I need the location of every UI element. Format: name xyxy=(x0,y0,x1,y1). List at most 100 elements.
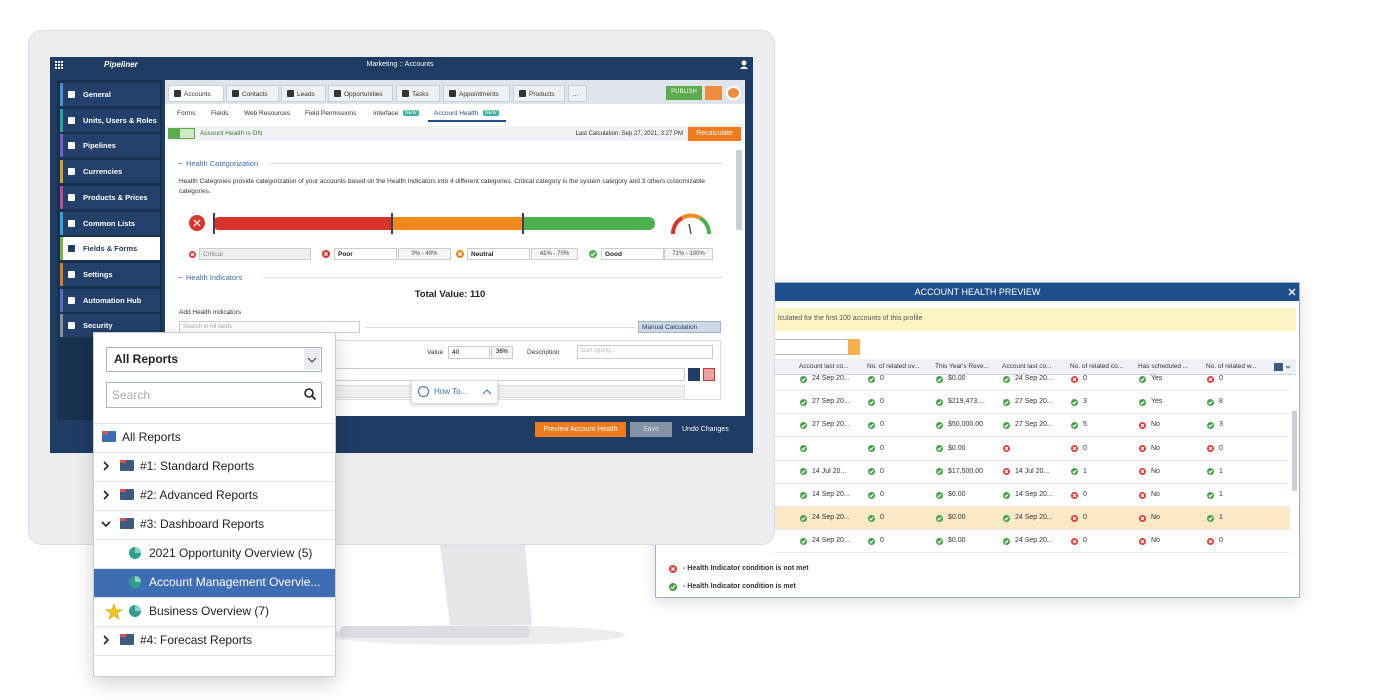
tree-label: #3: Dashboard Reports xyxy=(140,517,265,531)
status-icon xyxy=(1206,514,1214,522)
status-icon xyxy=(1206,421,1214,429)
search-input[interactable] xyxy=(106,382,322,408)
tree-label: #1: Standard Reports xyxy=(140,459,255,473)
delete-button[interactable] xyxy=(703,368,715,381)
category-name-box[interactable] xyxy=(199,248,311,260)
sidebar-item[interactable] xyxy=(60,314,160,338)
undo-icon-button[interactable] xyxy=(705,86,722,100)
category-name-box[interactable] xyxy=(334,248,397,260)
how-to-box[interactable] xyxy=(411,380,498,404)
subtab-label[interactable]: Web Resources xyxy=(244,110,291,117)
tab[interactable] xyxy=(443,85,510,102)
preview-button[interactable] xyxy=(535,422,626,437)
sidebar-item[interactable] xyxy=(60,108,160,132)
report-selector[interactable] xyxy=(106,347,322,372)
sidebar-label: Settings xyxy=(83,269,113,279)
status-icon xyxy=(1206,537,1214,545)
tree-label: #4: Forecast Reports xyxy=(140,633,253,647)
preview-window: ACCOUNT HEALTH PREVIEW lculated for the f… xyxy=(655,282,1300,598)
tab[interactable] xyxy=(396,85,440,102)
subtab-label[interactable]: Interface xyxy=(373,110,399,117)
status-icon xyxy=(1070,491,1078,499)
undo-label[interactable]: Undo Changes xyxy=(682,426,729,433)
cell-text: 0 xyxy=(880,444,884,452)
cell-text: 0 xyxy=(880,467,884,475)
sidebar-item[interactable] xyxy=(60,134,160,158)
tree-row[interactable] xyxy=(94,510,335,539)
publish-button[interactable] xyxy=(666,86,702,100)
tree-row[interactable] xyxy=(94,452,335,481)
cell-text: No xyxy=(1151,421,1160,429)
value-box[interactable] xyxy=(448,346,490,359)
cell-text: $0.00 xyxy=(948,375,966,382)
help-icon-button[interactable] xyxy=(726,86,741,100)
field-dropdown[interactable] xyxy=(330,368,685,381)
subtab-label[interactable]: Forms xyxy=(177,110,196,117)
category-range-box xyxy=(664,248,713,260)
dropdown-caret xyxy=(848,339,860,355)
cell-text: 0 xyxy=(1219,444,1223,452)
category-name-box[interactable] xyxy=(467,248,530,260)
folder-icon xyxy=(120,518,134,529)
cell-text: 14 Jul 20... xyxy=(1015,467,1050,475)
manual-button[interactable] xyxy=(638,321,721,333)
recalculate-label: Recalculate xyxy=(696,130,733,137)
sidebar-item[interactable] xyxy=(60,262,160,286)
status-icon xyxy=(1070,537,1078,545)
bar-divider xyxy=(522,213,524,234)
description: Health Categories provide categorization… xyxy=(179,178,705,195)
tree-row[interactable] xyxy=(94,481,335,510)
row-divider xyxy=(774,436,1290,438)
sidebar-item[interactable] xyxy=(60,185,160,209)
tab[interactable] xyxy=(568,85,587,102)
folder-icon xyxy=(102,431,116,442)
status-icon xyxy=(188,250,196,258)
tab[interactable] xyxy=(226,85,279,102)
status-icon xyxy=(1070,398,1078,406)
bar-orange xyxy=(392,217,523,230)
tree-row[interactable] xyxy=(94,423,335,452)
sidebar-label: General xyxy=(83,90,111,99)
status-icon xyxy=(935,514,943,522)
recalculate-button[interactable] xyxy=(688,127,741,141)
column-header: No. of related ov... xyxy=(867,363,920,370)
status-icon xyxy=(669,565,677,573)
new-badge: NEW xyxy=(403,110,419,116)
sidebar-item[interactable] xyxy=(60,160,160,184)
tab-icon xyxy=(174,90,181,97)
tab-icon xyxy=(449,90,456,97)
sidebar-accent xyxy=(60,160,63,184)
sidebar-accent xyxy=(60,134,63,158)
status-icon xyxy=(867,537,875,545)
sidebar-item[interactable] xyxy=(60,83,160,106)
column-header: This Year's Reve... xyxy=(935,363,989,370)
tab[interactable] xyxy=(168,85,224,102)
status-icon xyxy=(935,468,943,476)
bar-red xyxy=(213,217,392,230)
status-icon xyxy=(669,583,677,591)
subtab-label[interactable]: Fields xyxy=(211,110,229,117)
description-box[interactable] xyxy=(577,345,713,359)
save-button[interactable] xyxy=(630,422,672,437)
sidebar-accent xyxy=(60,83,63,106)
tree-row[interactable] xyxy=(94,626,335,655)
status-icon xyxy=(1138,375,1146,383)
category-name-box[interactable] xyxy=(601,248,664,260)
sidebar-item[interactable] xyxy=(60,288,160,312)
add-button[interactable] xyxy=(688,368,700,381)
subtab-label[interactable]: Field Permissions xyxy=(305,110,357,117)
sidebar-item[interactable] xyxy=(60,237,160,261)
column-header: Account last co... xyxy=(799,363,849,370)
notice-bar xyxy=(774,308,1296,331)
tree-label: #2: Advanced Reports xyxy=(140,488,259,502)
sidebar-label: Pipelines xyxy=(83,141,116,151)
cell-text: 0 xyxy=(1219,537,1223,545)
sidebar-item[interactable] xyxy=(60,211,160,235)
subtab-label[interactable]: Account Health xyxy=(434,110,479,117)
toggle[interactable] xyxy=(168,128,195,139)
selector-caret xyxy=(304,349,320,370)
tab[interactable] xyxy=(281,85,326,102)
section-line xyxy=(178,277,183,278)
tab[interactable] xyxy=(513,85,565,102)
tab[interactable] xyxy=(328,85,393,102)
